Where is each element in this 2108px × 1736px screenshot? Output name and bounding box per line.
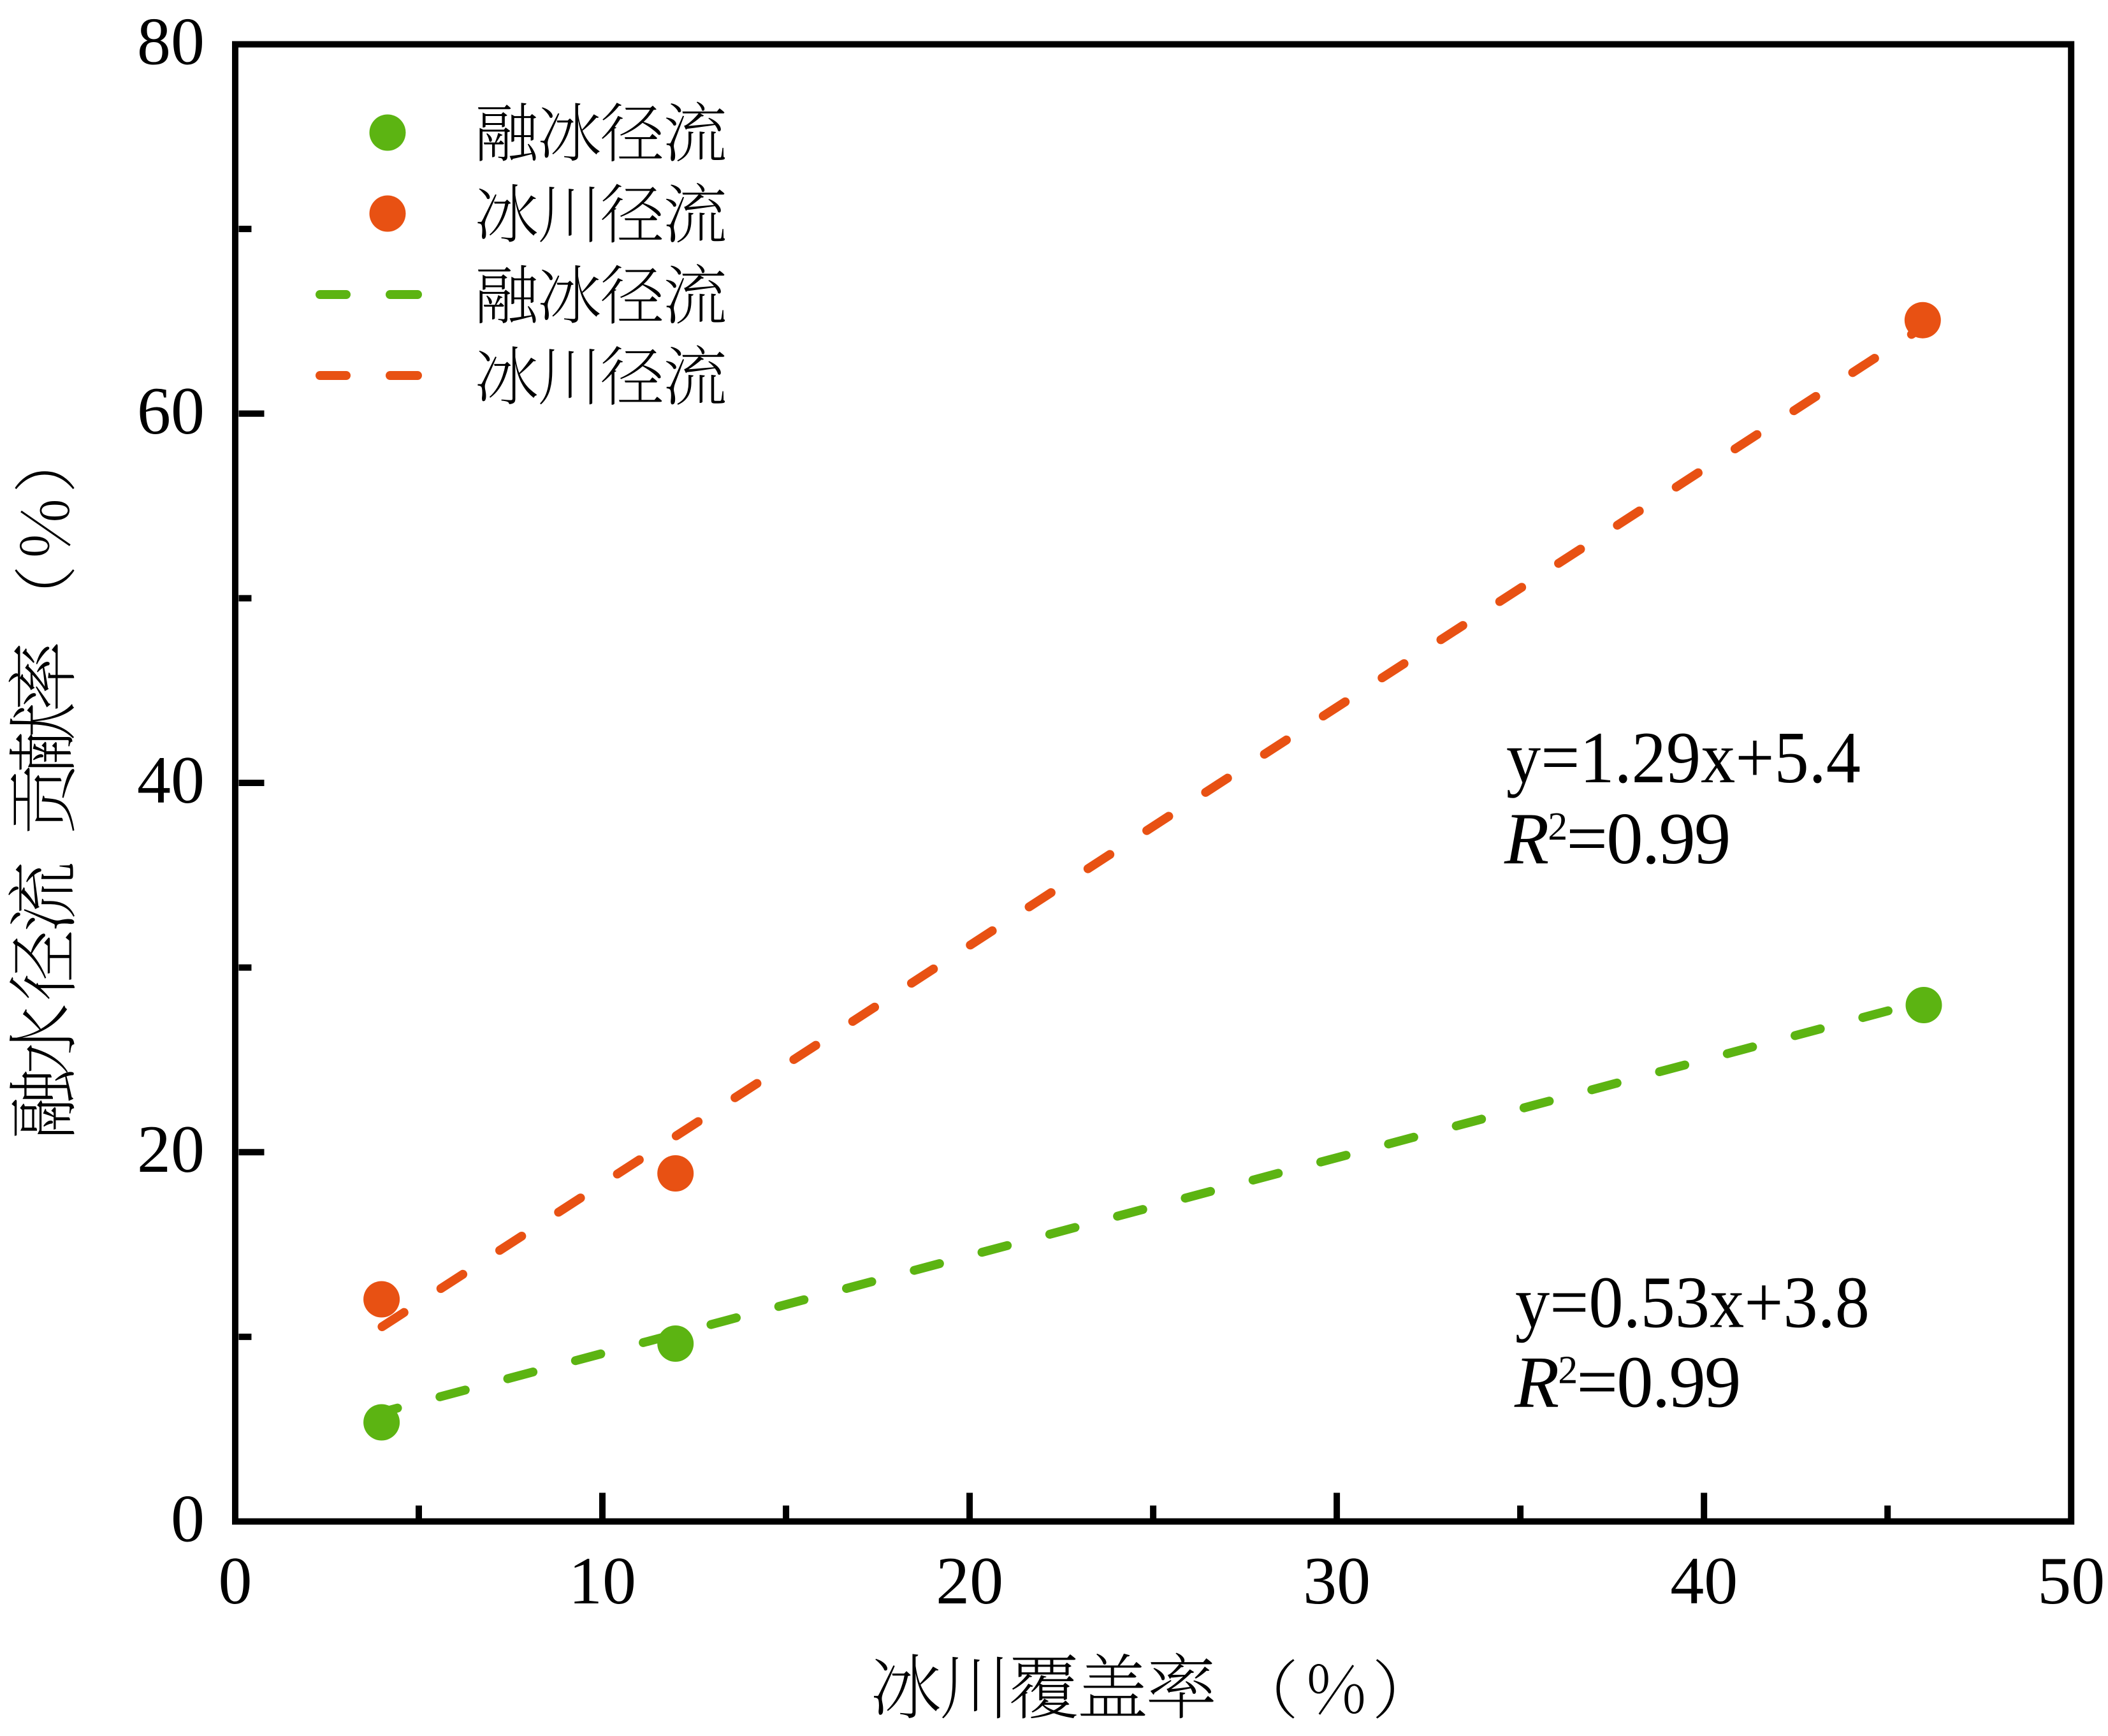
- svg-text:80: 80: [137, 4, 205, 79]
- svg-text:0: 0: [171, 1482, 205, 1556]
- svg-text:30: 30: [1303, 1543, 1370, 1618]
- svg-text:R2=0.99: R2=0.99: [1504, 798, 1729, 879]
- svg-text:10: 10: [569, 1543, 636, 1618]
- svg-text:60: 60: [137, 374, 205, 448]
- svg-text:40: 40: [1670, 1543, 1738, 1618]
- svg-text:20: 20: [137, 1112, 205, 1186]
- svg-text:y=1.29x+5.4: y=1.29x+5.4: [1506, 717, 1861, 798]
- svg-text:50: 50: [2037, 1543, 2105, 1618]
- svg-text:0: 0: [219, 1543, 252, 1618]
- svg-text:20: 20: [936, 1543, 1003, 1618]
- svg-text:y=0.53x+3.8: y=0.53x+3.8: [1515, 1262, 1870, 1343]
- svg-text:40: 40: [137, 743, 205, 817]
- svg-text:R2=0.99: R2=0.99: [1514, 1342, 1740, 1423]
